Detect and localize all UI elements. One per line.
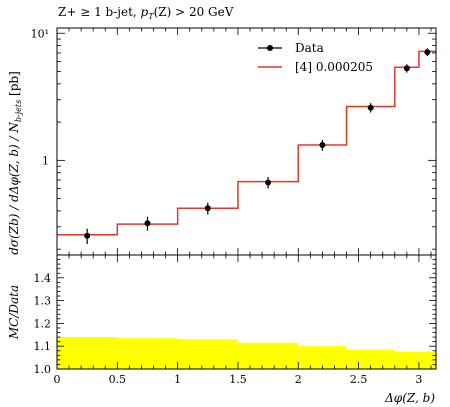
data-point xyxy=(204,205,211,212)
bottom-y-axis-title: MC/Data xyxy=(7,285,21,340)
x-tick-label: 1 xyxy=(174,373,181,386)
ratio-y-tick-label: 1.0 xyxy=(34,363,52,376)
data-point xyxy=(84,232,91,239)
ratio-band-bin xyxy=(177,339,238,369)
chart-title: Z+ ≥ 1 b-jet, pT(Z) > 20 GeV xyxy=(58,5,234,21)
mc-histogram-line xyxy=(57,50,436,236)
data-points-group xyxy=(84,48,431,244)
data-point xyxy=(319,142,326,149)
ratio-y-tick-label: 1.1 xyxy=(34,340,52,353)
data-point xyxy=(265,179,272,186)
x-tick-label: 0 xyxy=(54,373,61,386)
ratio-y-tick-label: 1.2 xyxy=(34,317,52,330)
mc-histogram-group xyxy=(57,50,436,236)
legend: Data [4] 0.000205 xyxy=(258,41,373,74)
ratio-band-bin xyxy=(394,351,419,369)
ratio-band-bin xyxy=(418,351,436,369)
ratio-band-bin xyxy=(117,338,178,369)
x-tick-label: 0.5 xyxy=(109,373,127,386)
ratio-band-bin xyxy=(237,342,299,369)
legend-data-marker xyxy=(267,45,273,51)
top-y-axis-title: dσ(Zb) / dΔφ(Z, b) / Nb-jets [pb] xyxy=(7,71,23,255)
ratio-band-bin xyxy=(298,346,347,369)
ratio-y-tick-label: 1.3 xyxy=(34,295,52,308)
data-point xyxy=(144,220,151,227)
data-point xyxy=(403,65,410,72)
x-tick-label: 2 xyxy=(295,373,302,386)
legend-mc-label: [4] 0.000205 xyxy=(295,60,373,74)
x-tick-label: 3 xyxy=(415,373,422,386)
top-plot-frame xyxy=(56,27,437,256)
x-axis-title: Δφ(Z, b) xyxy=(384,391,435,405)
plot-frames xyxy=(56,27,437,370)
data-point xyxy=(367,104,374,111)
axis-ticks-group: 0 0.5 1 1.5 2 2.5 3 1 10¹ 1.0 1.1 1.2 1.3 1.4 xyxy=(31,27,436,386)
top-y-tick-label: 10¹ xyxy=(31,27,49,40)
legend-data-label: Data xyxy=(295,41,324,55)
data-point xyxy=(424,49,431,56)
top-y-tick-label: 1 xyxy=(42,154,49,167)
ratio-band-group xyxy=(57,337,436,369)
ratio-plot-frame xyxy=(56,254,437,370)
x-tick-label: 2.5 xyxy=(350,373,368,386)
x-tick-label: 1.5 xyxy=(229,373,247,386)
ratio-y-tick-label: 1.4 xyxy=(34,272,52,285)
ratio-band-bin xyxy=(57,337,118,369)
